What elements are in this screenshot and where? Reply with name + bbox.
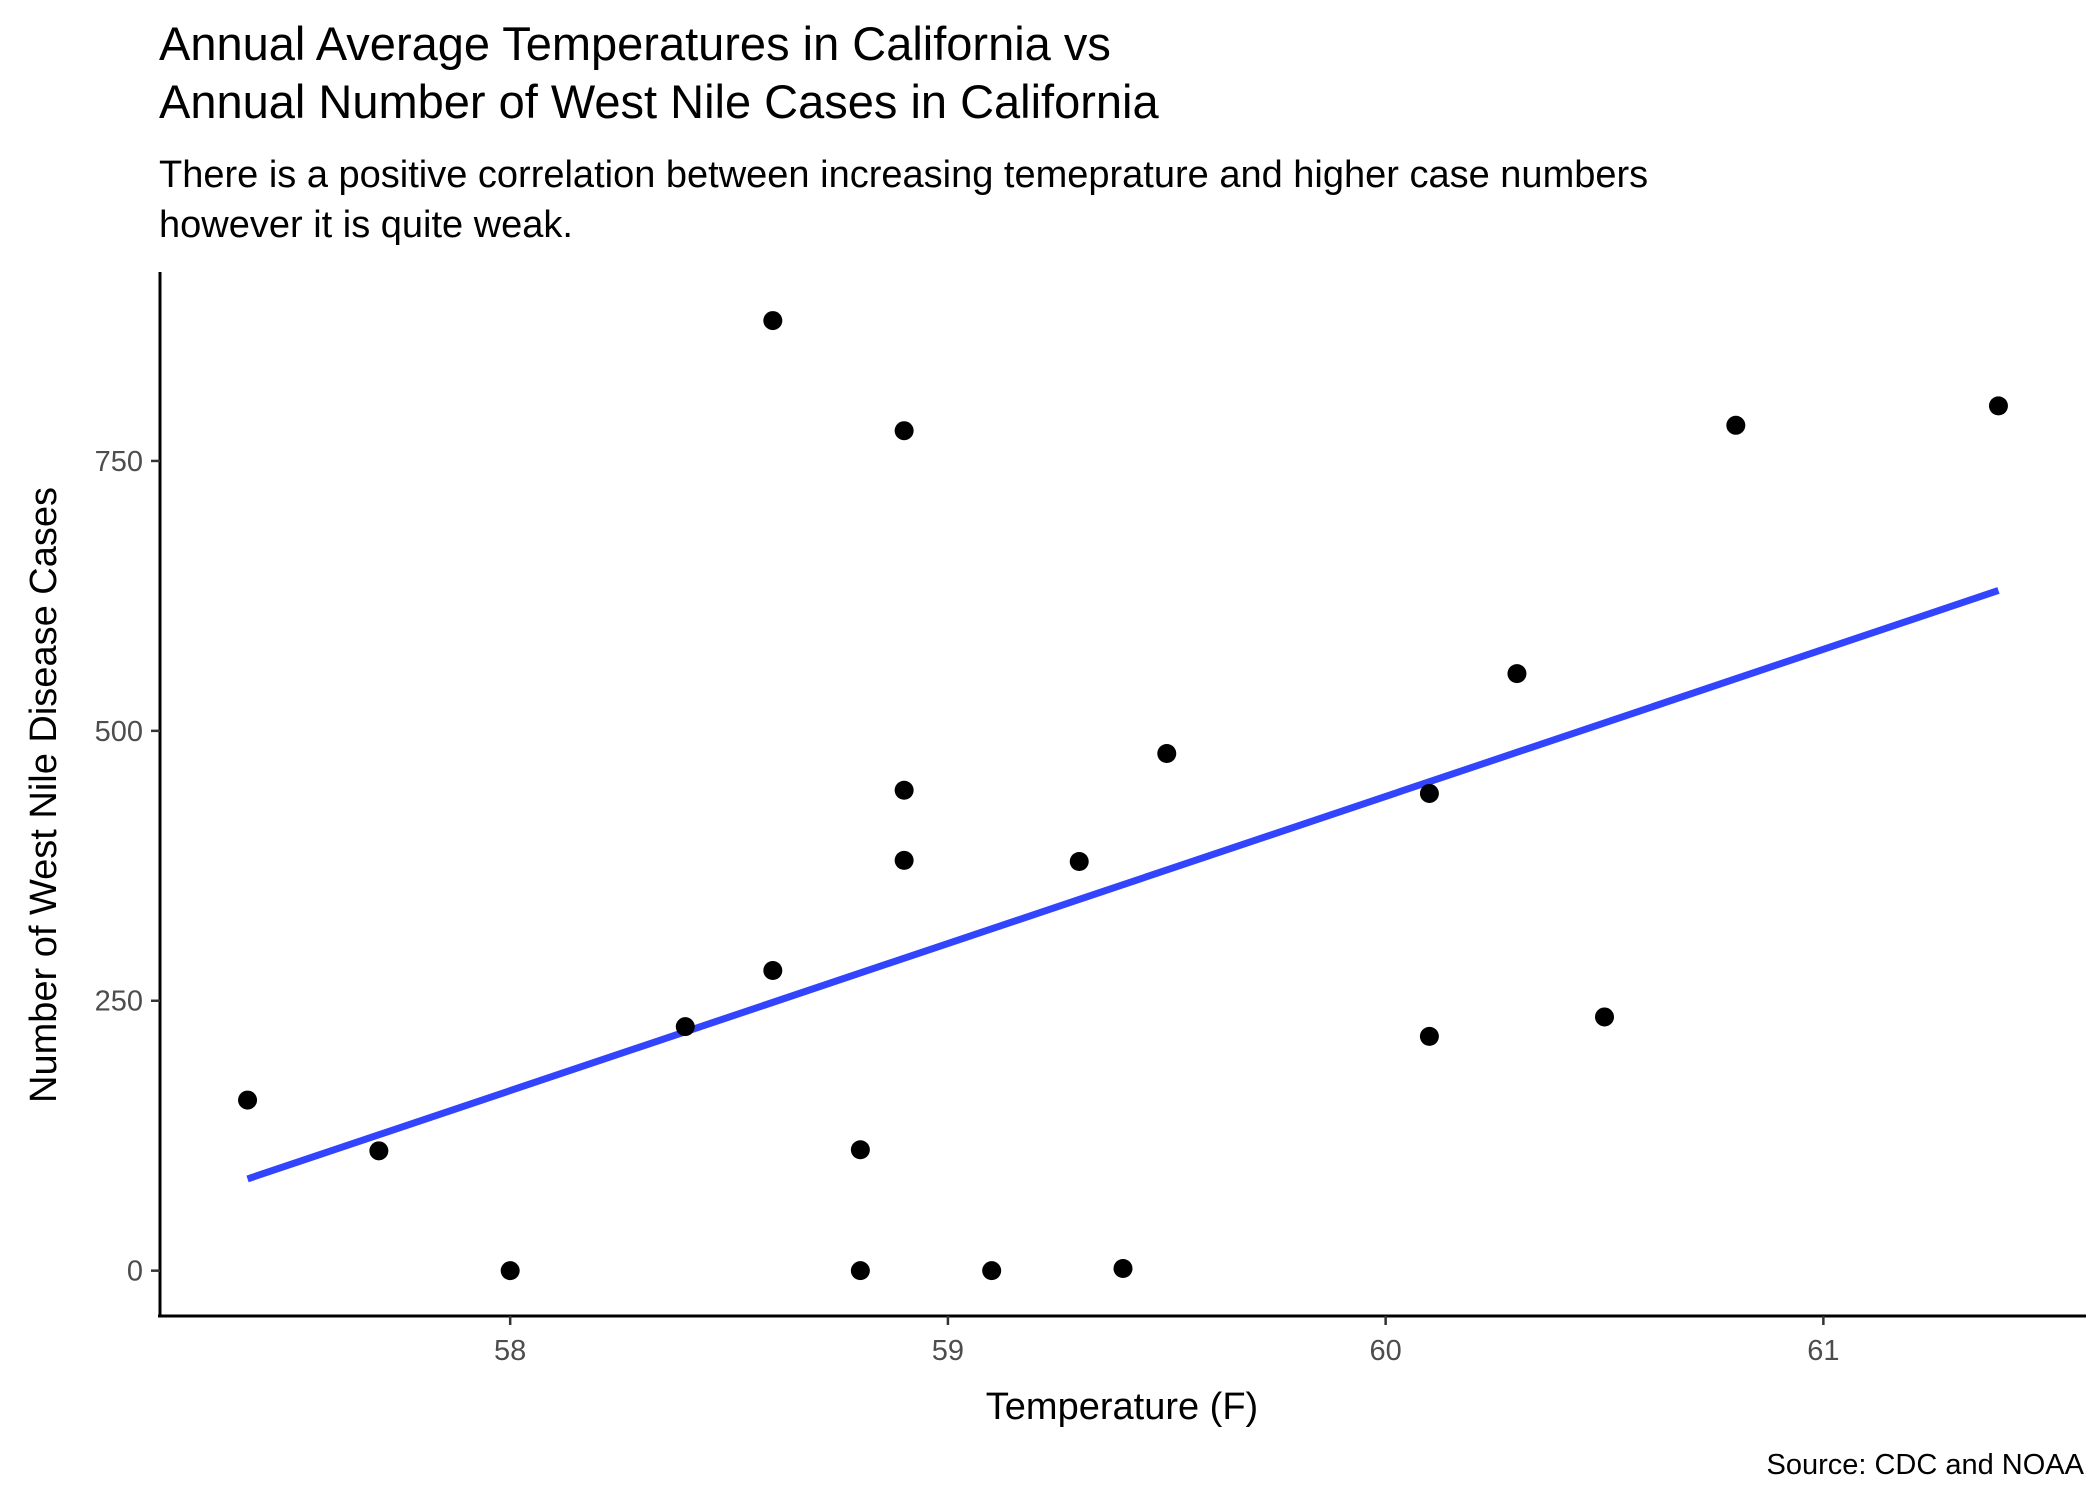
data-point bbox=[238, 1090, 258, 1110]
y-tick-label: 750 bbox=[95, 446, 143, 478]
data-point bbox=[1069, 851, 1089, 871]
data-point bbox=[1419, 783, 1439, 803]
data-point bbox=[894, 850, 914, 870]
data-point bbox=[850, 1140, 870, 1160]
x-axis-title: Temperature (F) bbox=[986, 1386, 1258, 1428]
trend-line bbox=[246, 587, 2000, 1183]
data-point bbox=[675, 1017, 695, 1037]
data-point bbox=[763, 311, 783, 331]
data-point bbox=[369, 1141, 389, 1161]
data-point bbox=[1113, 1258, 1133, 1278]
data-point bbox=[1507, 664, 1527, 684]
chart-title-line-1: Annual Average Temperatures in Californi… bbox=[159, 17, 1111, 70]
x-tick-label: 59 bbox=[932, 1335, 964, 1367]
y-axis-title: Number of West Nile Disease Cases bbox=[23, 487, 65, 1103]
x-tick-label: 61 bbox=[1807, 1335, 1839, 1367]
x-tick-label: 58 bbox=[494, 1335, 526, 1367]
y-tick-label: 0 bbox=[127, 1256, 143, 1288]
data-point bbox=[763, 961, 783, 981]
data-point bbox=[850, 1261, 870, 1281]
data-point bbox=[982, 1261, 1002, 1281]
data-point bbox=[894, 421, 914, 441]
data-point bbox=[500, 1261, 520, 1281]
chart-subtitle-line-1: There is a positive correlation between … bbox=[159, 154, 1648, 196]
data-point bbox=[1419, 1026, 1439, 1046]
data-point bbox=[1595, 1007, 1614, 1027]
data-point bbox=[1726, 415, 1746, 435]
data-point bbox=[1988, 396, 2008, 416]
data-point bbox=[894, 780, 914, 800]
y-tick-label: 500 bbox=[95, 716, 143, 748]
data-point bbox=[1157, 744, 1177, 764]
chart-caption: Source: CDC and NOAA bbox=[1766, 1449, 2084, 1481]
y-tick-label: 250 bbox=[95, 986, 143, 1018]
chart-subtitle-line-2: however it is quite weak. bbox=[159, 204, 573, 246]
x-tick-label: 60 bbox=[1370, 1335, 1402, 1367]
chart-title-line-2: Annual Number of West Nile Cases in Cali… bbox=[159, 75, 1159, 128]
